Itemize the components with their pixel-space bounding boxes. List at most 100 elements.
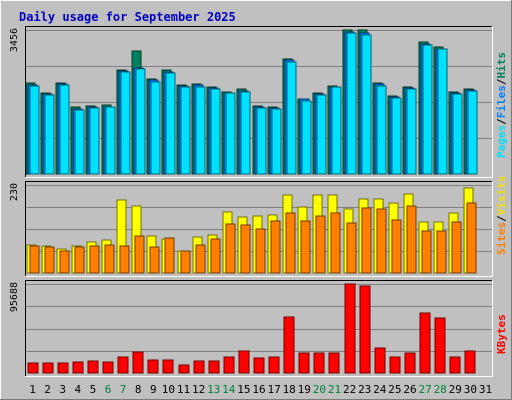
bar-sites-day-24	[376, 208, 387, 274]
bar-sites-day-1	[29, 245, 40, 274]
bar-pages-day-20	[316, 94, 327, 175]
bar-pages-day-3	[59, 84, 70, 175]
x-tick-label-day-22: 22	[343, 383, 356, 396]
x-tick-label-day-29: 29	[449, 383, 462, 396]
bar-kbytes-day-12	[193, 360, 205, 374]
bar-sites-day-5	[89, 245, 100, 274]
bar-sites-day-25	[391, 219, 402, 274]
bar-sites-day-27	[421, 230, 432, 274]
series-legend: Pages/Files/Hits	[495, 52, 508, 158]
bar-kbytes-day-8	[132, 351, 144, 374]
bar-sites-day-14	[225, 223, 236, 274]
bar-sites-day-28	[436, 230, 447, 274]
bar-kbytes-day-29	[449, 356, 461, 374]
bar-sites-day-10	[164, 237, 175, 274]
legend-visits: Visits	[495, 176, 508, 216]
bar-sites-day-22	[346, 222, 357, 274]
bar-sites-day-8	[134, 235, 145, 274]
x-tick-label-day-19: 19	[298, 383, 311, 396]
bar-kbytes-day-9	[147, 359, 159, 374]
bar-pages-day-26	[406, 88, 417, 175]
chart-title: Daily usage for September 2025	[19, 10, 236, 24]
bar-kbytes-day-5	[87, 360, 99, 374]
x-tick-label-day-25: 25	[388, 383, 401, 396]
x-tick-label-day-1: 1	[29, 383, 36, 396]
bar-pages-day-29	[452, 93, 463, 175]
x-tick-label-day-3: 3	[59, 383, 66, 396]
bar-sites-day-16	[255, 228, 266, 274]
bar-sites-day-15	[240, 224, 251, 274]
x-tick-label-day-5: 5	[90, 383, 97, 396]
x-tick-label-day-14: 14	[222, 383, 236, 396]
bar-sites-day-6	[104, 244, 115, 274]
bar-pages-day-5	[89, 107, 100, 175]
x-tick-label-day-30: 30	[464, 383, 477, 396]
legend-separator: /	[495, 78, 508, 85]
bar-pages-day-24	[376, 85, 387, 175]
bar-pages-day-23	[361, 34, 372, 175]
bar-sites-day-2	[44, 246, 55, 274]
series-legend: Sites/Visits	[495, 176, 508, 256]
y-max-label: 3456	[9, 28, 20, 52]
bar-sites-day-17	[270, 220, 281, 274]
bar-pages-day-22	[346, 32, 357, 175]
bar-kbytes-day-19	[298, 352, 310, 374]
bar-kbytes-day-3	[57, 362, 69, 374]
bar-kbytes-day-18	[283, 316, 295, 374]
bar-pages-day-10	[165, 72, 176, 175]
bar-sites-day-21	[330, 212, 341, 274]
bar-pages-day-14	[225, 92, 236, 175]
legend-sites: Sites	[495, 222, 508, 255]
bar-kbytes-day-6	[102, 361, 114, 374]
bar-pages-day-2	[44, 94, 55, 175]
bar-sites-day-20	[315, 215, 326, 274]
bar-kbytes-day-4	[72, 361, 84, 374]
legend-kbytes: KBytes	[495, 314, 508, 354]
legend-files: Files	[495, 85, 508, 118]
bar-pages-day-16	[256, 107, 267, 175]
bar-pages-day-13	[210, 88, 221, 175]
bar-pages-day-19	[301, 100, 312, 175]
bar-kbytes-day-23	[359, 285, 371, 374]
x-tick-label-day-4: 4	[74, 383, 81, 396]
bar-kbytes-day-28	[434, 317, 446, 374]
bar-sites-day-26	[406, 205, 417, 274]
x-tick-label-day-27: 27	[418, 383, 431, 396]
x-tick-label-day-8: 8	[135, 383, 142, 396]
legend-hits: Hits	[495, 52, 508, 79]
bar-pages-day-11	[180, 86, 191, 175]
x-tick-label-day-18: 18	[283, 383, 296, 396]
bar-sites-day-18	[285, 212, 296, 274]
bar-kbytes-day-26	[404, 352, 416, 374]
bar-kbytes-day-30	[464, 350, 476, 374]
series-legend: KBytes	[495, 314, 508, 354]
bar-kbytes-day-13	[208, 360, 220, 374]
x-tick-label-day-7: 7	[120, 383, 127, 396]
bar-pages-day-17	[271, 108, 282, 175]
x-tick-label-day-10: 10	[162, 383, 175, 396]
bar-kbytes-day-20	[313, 352, 325, 374]
x-tick-label-day-28: 28	[434, 383, 447, 396]
bar-sites-day-23	[361, 207, 372, 274]
bar-kbytes-day-17	[268, 356, 280, 374]
bar-kbytes-day-10	[162, 359, 174, 374]
bar-kbytes-day-25	[389, 356, 401, 374]
bar-sites-day-4	[74, 246, 85, 274]
y-max-label: 230	[9, 183, 20, 201]
x-tick-label-day-16: 16	[252, 383, 265, 396]
bar-kbytes-day-16	[253, 357, 265, 374]
bar-kbytes-day-27	[419, 312, 431, 374]
bar-kbytes-day-11	[178, 364, 190, 374]
bar-pages-day-15	[240, 91, 251, 175]
bar-pages-day-21	[331, 86, 342, 175]
panel-kbytes: 95688 KBytes	[9, 280, 508, 377]
y-max-label: 95688	[9, 282, 20, 312]
chart-panels: 3456Pages/Files/Hits230Sites/Visits95688…	[9, 26, 508, 377]
bar-pages-day-27	[422, 44, 433, 175]
x-tick-label-day-9: 9	[150, 383, 157, 396]
bar-pages-day-25	[391, 97, 402, 175]
x-tick-label-day-17: 17	[267, 383, 280, 396]
x-tick-label-day-13: 13	[207, 383, 220, 396]
bar-pages-day-9	[150, 81, 161, 175]
